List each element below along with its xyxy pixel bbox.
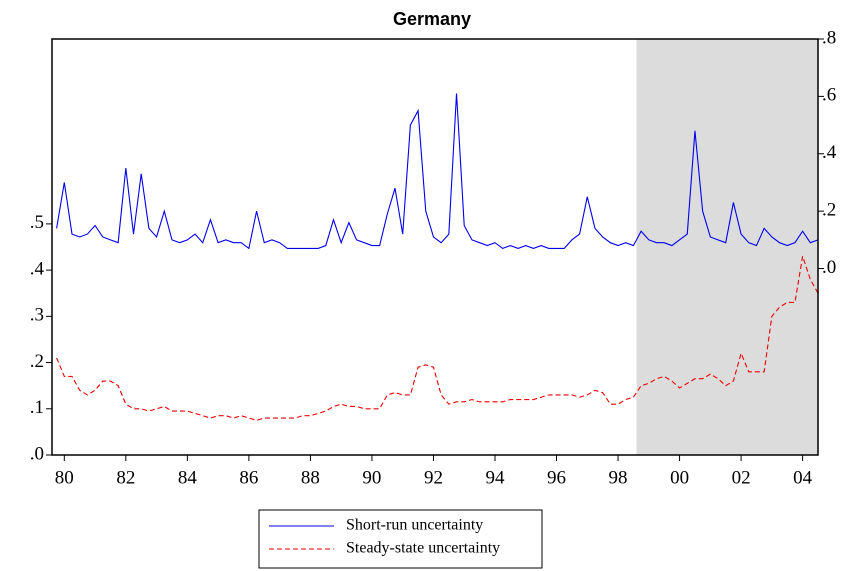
x-tick-label: 98 (609, 467, 628, 488)
y-tick-label: .3 (30, 305, 44, 326)
y-tick-label: .5 (30, 212, 44, 233)
x-tick-label: 82 (116, 467, 135, 488)
series-line (56, 256, 819, 421)
x-tick-label: 02 (732, 467, 751, 488)
plot-frame (51, 38, 819, 456)
y2-tick-label: .0 (822, 257, 836, 278)
x-tick-label: 04 (793, 467, 813, 488)
x-tick-label: 88 (301, 467, 320, 488)
legend-label: Steady-state uncertainty (346, 540, 500, 557)
y-tick-label: .2 (30, 351, 44, 372)
x-tick-label: 92 (424, 467, 443, 488)
x-tick-label: 96 (547, 467, 566, 488)
y2-tick-label: .2 (822, 199, 836, 220)
y2-tick-label: .4 (822, 142, 837, 163)
x-tick-label: 90 (362, 467, 381, 488)
series-line (56, 93, 819, 250)
x-tick-label: 80 (55, 467, 74, 488)
x-tick-label: 00 (670, 467, 689, 488)
shaded-region (636, 39, 818, 455)
x-tick-label: 86 (239, 467, 258, 488)
x-tick-label: 84 (178, 467, 198, 488)
y-tick-label: .4 (30, 258, 45, 279)
y2-tick-label: .6 (822, 85, 836, 106)
y-tick-label: .1 (30, 397, 44, 418)
y-tick-label: .0 (30, 443, 44, 464)
legend-label: Short-run uncertainty (346, 517, 483, 534)
legend-box (258, 509, 543, 569)
chart-title: Germany (393, 9, 471, 29)
x-tick-label: 94 (485, 467, 505, 488)
y2-tick-label: .8 (822, 27, 836, 48)
